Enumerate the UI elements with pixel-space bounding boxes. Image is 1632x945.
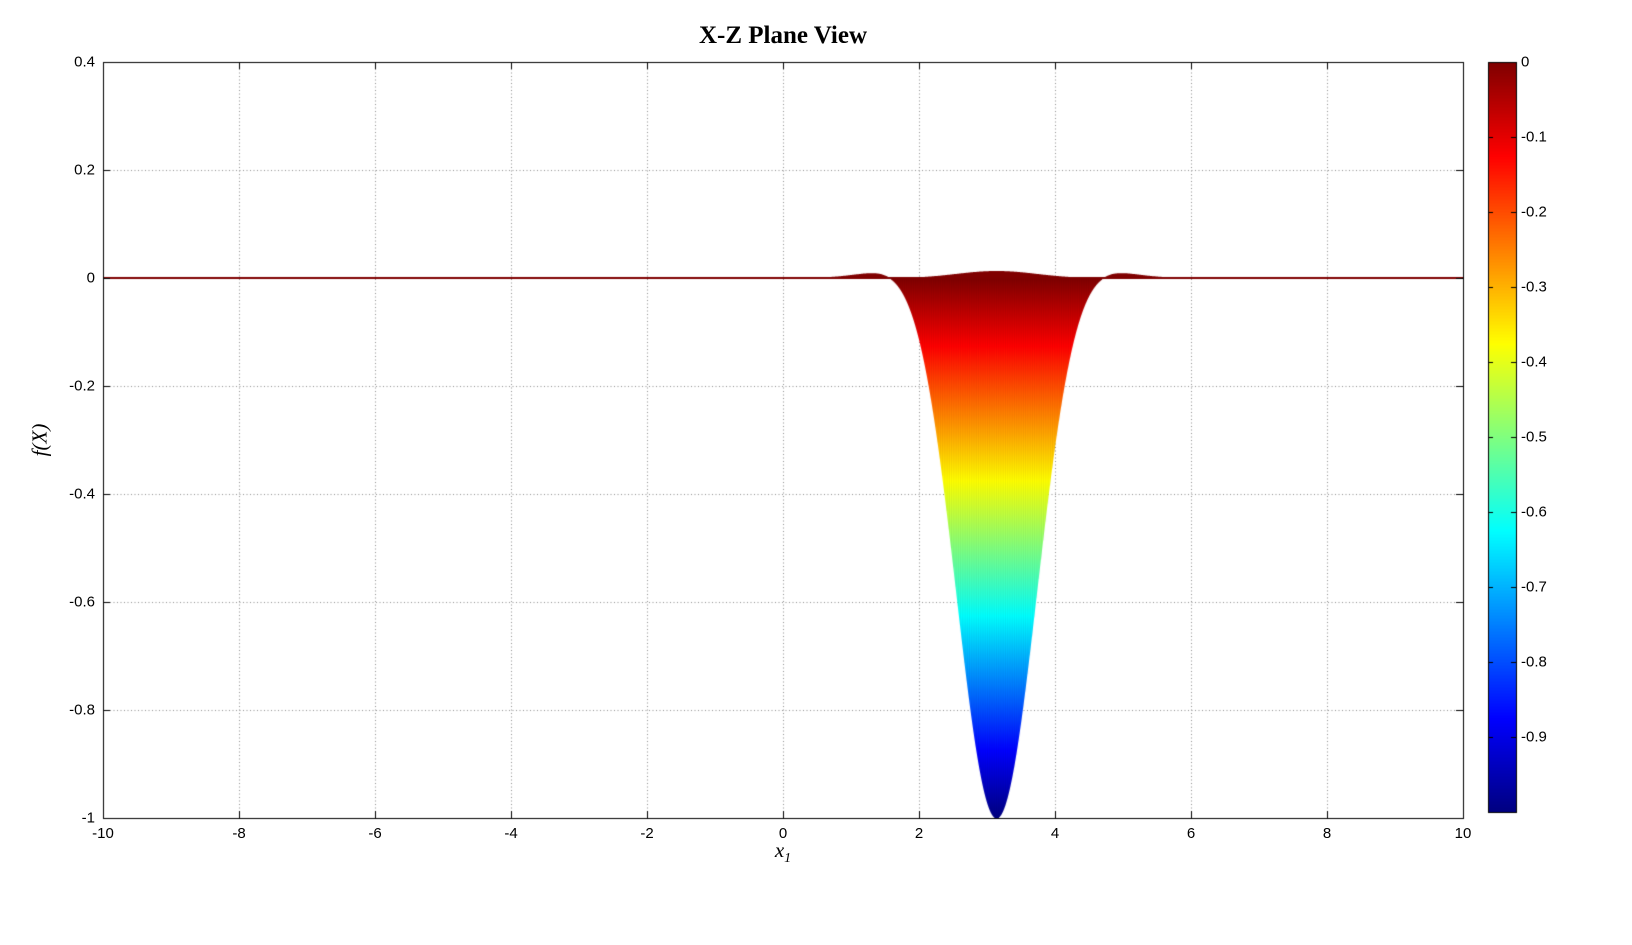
colorbar-tick-label: -0.6 [1521, 503, 1547, 521]
y-tick-label: -0.2 [69, 377, 95, 395]
x-tick-label: 2 [914, 825, 924, 842]
colorbar-tick-label: -0.2 [1521, 203, 1547, 221]
colorbar-tick-label: 0 [1521, 53, 1530, 71]
colorbar-tick-label: -0.4 [1521, 353, 1547, 371]
y-tick-label: 0.4 [74, 53, 95, 71]
x-tick-label: -2 [640, 825, 654, 842]
x-tick-label: -6 [368, 825, 382, 842]
y-tick-label: 0.2 [74, 161, 95, 179]
colorbar-tick-label: -0.1 [1521, 128, 1547, 146]
x-tick-label: -4 [504, 825, 518, 842]
colorbar-tick-label: -0.8 [1521, 653, 1547, 671]
x-tick-label: 8 [1322, 825, 1332, 842]
x-axis-label: x1 [775, 838, 791, 867]
colorbar-tick-label: -0.5 [1521, 428, 1547, 446]
y-tick-label: 0 [86, 269, 95, 287]
y-tick-label: -0.6 [69, 593, 95, 611]
colorbar-tick-label: -0.3 [1521, 278, 1547, 296]
x-tick-label: -8 [232, 825, 246, 842]
colorbar-tick-label: -0.7 [1521, 578, 1547, 596]
x-axis-label-base: x [774, 838, 785, 862]
x-tick-label: 6 [1186, 825, 1196, 842]
x-tick-label: 10 [1454, 825, 1472, 842]
y-axis-label: f(X) [27, 423, 52, 457]
chart-title: X-Z Plane View [698, 22, 868, 49]
x-tick-label: -10 [92, 825, 114, 842]
y-tick-label: -1 [81, 809, 95, 827]
y-tick-label: -0.8 [69, 701, 95, 719]
x-tick-label: 4 [1050, 825, 1060, 842]
y-tick-label: -0.4 [69, 485, 95, 503]
x-tick-label: 0 [778, 825, 788, 842]
colorbar-tick-label: -0.9 [1521, 728, 1547, 746]
x-axis-label-subscript: 1 [784, 851, 792, 867]
